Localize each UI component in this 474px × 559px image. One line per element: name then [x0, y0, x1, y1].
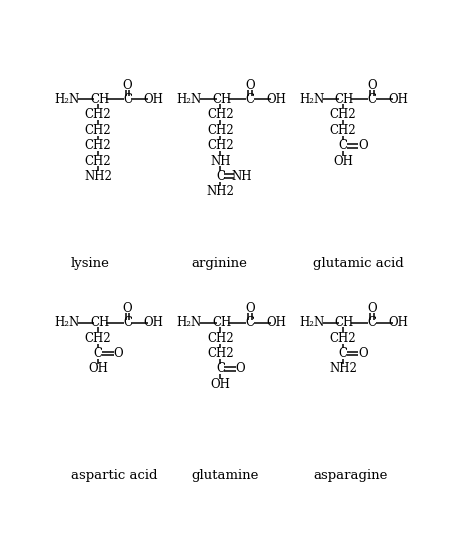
Text: OH: OH [266, 316, 286, 329]
Text: NH: NH [210, 154, 231, 168]
Text: OH: OH [266, 93, 286, 106]
Text: C: C [338, 347, 347, 360]
Text: O: O [358, 139, 368, 152]
Text: O: O [123, 302, 132, 315]
Text: CH2: CH2 [207, 124, 234, 137]
Text: CH2: CH2 [85, 124, 111, 137]
Text: H₂N: H₂N [177, 316, 202, 329]
Text: lysine: lysine [71, 257, 110, 270]
Text: CH: CH [212, 93, 232, 106]
Text: OH: OH [88, 362, 108, 376]
Text: H₂N: H₂N [55, 316, 80, 329]
Text: OH: OH [333, 154, 353, 168]
Text: C: C [338, 139, 347, 152]
Text: C: C [216, 362, 225, 376]
Text: NH2: NH2 [207, 186, 234, 198]
Text: O: O [113, 347, 123, 360]
Text: NH: NH [232, 170, 252, 183]
Text: CH2: CH2 [329, 108, 356, 121]
Text: H₂N: H₂N [299, 316, 325, 329]
Text: O: O [358, 347, 368, 360]
Text: CH2: CH2 [85, 139, 111, 152]
Text: CH2: CH2 [207, 108, 234, 121]
Text: OH: OH [210, 378, 230, 391]
Text: H₂N: H₂N [55, 93, 80, 106]
Text: H₂N: H₂N [299, 93, 325, 106]
Text: CH2: CH2 [329, 124, 356, 137]
Text: CH2: CH2 [207, 347, 234, 360]
Text: NH2: NH2 [329, 362, 357, 376]
Text: CH2: CH2 [85, 331, 111, 344]
Text: CH2: CH2 [329, 331, 356, 344]
Text: asparagine: asparagine [313, 468, 388, 482]
Text: CH2: CH2 [85, 108, 111, 121]
Text: C: C [368, 93, 377, 106]
Text: arginine: arginine [191, 257, 247, 270]
Text: OH: OH [389, 316, 409, 329]
Text: O: O [123, 79, 132, 92]
Text: C: C [246, 316, 255, 329]
Text: NH2: NH2 [84, 170, 112, 183]
Text: C: C [123, 93, 132, 106]
Text: O: O [236, 362, 246, 376]
Text: glutamic acid: glutamic acid [313, 257, 404, 270]
Text: O: O [245, 79, 255, 92]
Text: C: C [246, 93, 255, 106]
Text: C: C [93, 347, 102, 360]
Text: C: C [123, 316, 132, 329]
Text: CH2: CH2 [207, 331, 234, 344]
Text: glutamine: glutamine [191, 468, 258, 482]
Text: CH: CH [335, 93, 354, 106]
Text: OH: OH [144, 316, 164, 329]
Text: C: C [368, 316, 377, 329]
Text: CH: CH [335, 316, 354, 329]
Text: OH: OH [144, 93, 164, 106]
Text: CH: CH [90, 93, 109, 106]
Text: aspartic acid: aspartic acid [71, 468, 157, 482]
Text: O: O [367, 302, 377, 315]
Text: CH2: CH2 [85, 154, 111, 168]
Text: CH2: CH2 [207, 139, 234, 152]
Text: CH: CH [212, 316, 232, 329]
Text: C: C [216, 170, 225, 183]
Text: OH: OH [389, 93, 409, 106]
Text: O: O [245, 302, 255, 315]
Text: H₂N: H₂N [177, 93, 202, 106]
Text: CH: CH [90, 316, 109, 329]
Text: O: O [367, 79, 377, 92]
